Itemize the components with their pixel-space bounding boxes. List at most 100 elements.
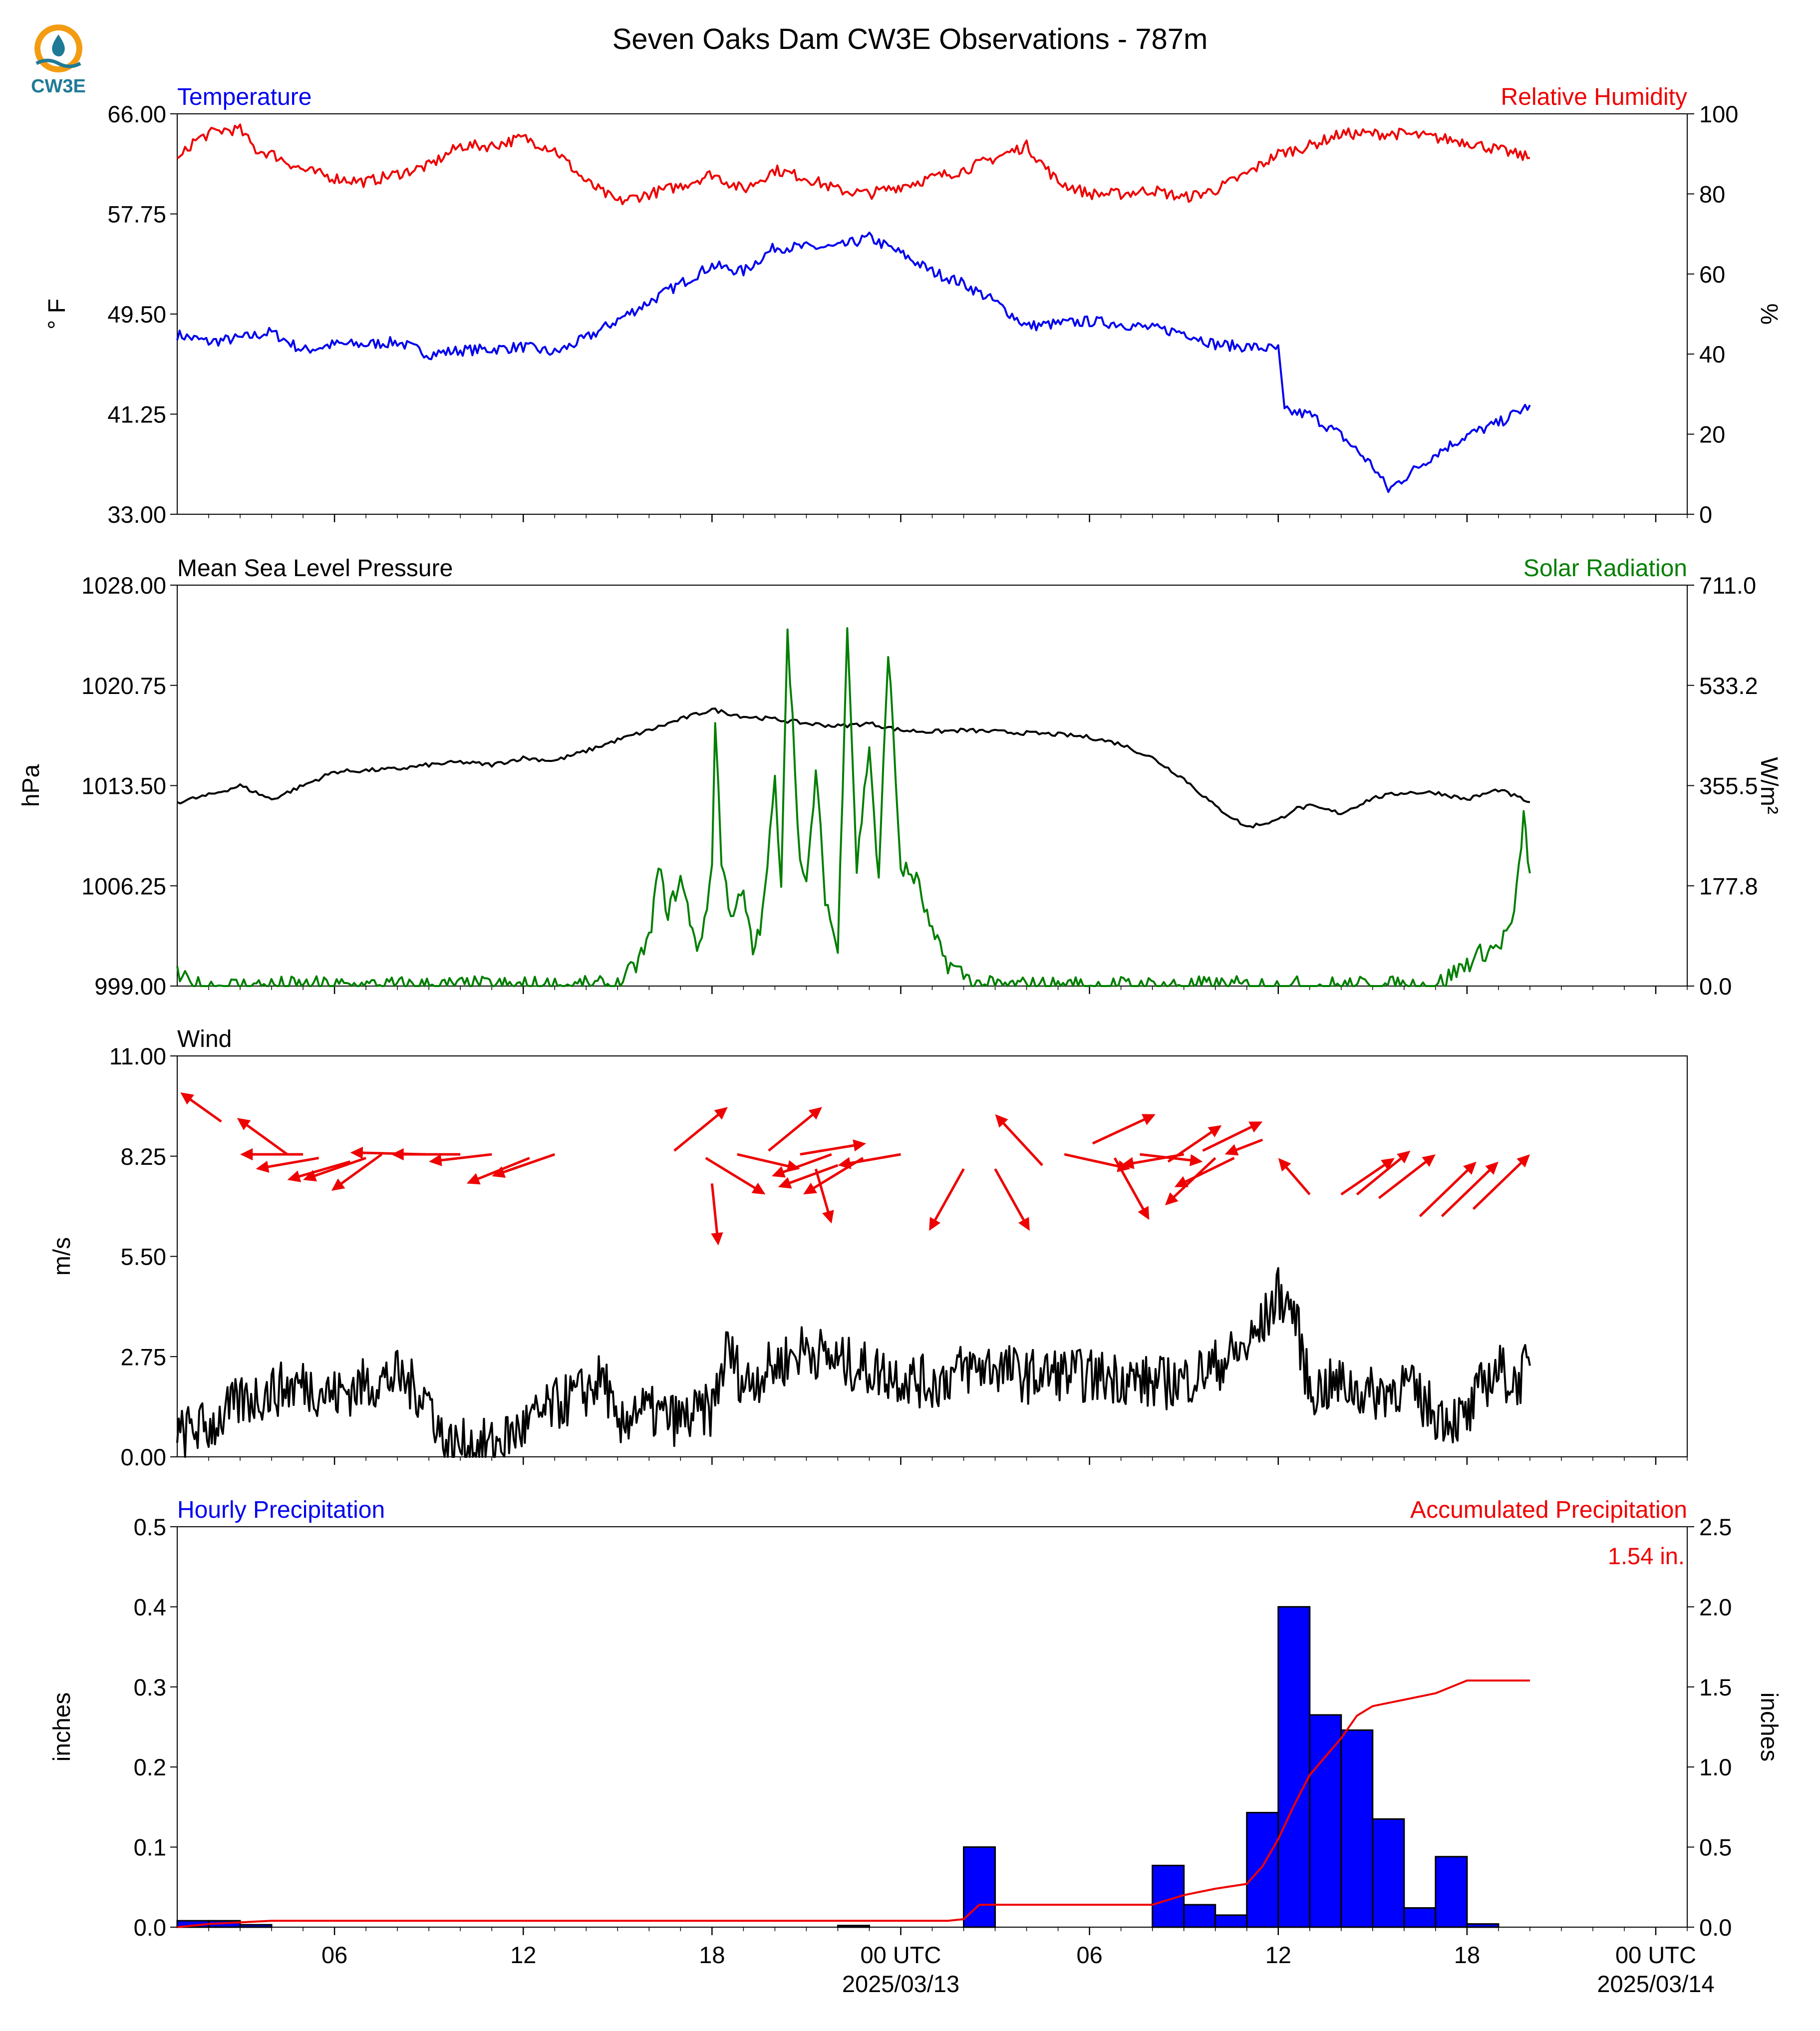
precip-bar [1435,1856,1468,1928]
wind-arrow [303,1157,366,1182]
wind-arrow-head [256,1160,270,1173]
wind-arrow [240,1148,303,1161]
y-tick-label-left: 0.3 [134,1674,166,1700]
y-tick-label-right: 177.8 [1699,873,1758,899]
wind-arrow-shaft [778,1153,832,1175]
wind-arrow-shaft [309,1157,366,1179]
wind-arrow [391,1148,461,1161]
wind-arrow-shaft [1378,1157,1431,1199]
wind-arrow [800,1139,867,1156]
y-tick-label-left: 5.50 [121,1244,166,1270]
wind-arrow-shaft [1472,1158,1526,1210]
wind-arrow [705,1157,766,1195]
wind-arrow-head [1397,1150,1411,1164]
y-tick-label-right: 2.5 [1699,1514,1732,1540]
wind-arrow-shaft [435,1153,492,1162]
panel-title-left: Mean Sea Level Pressure [177,555,453,582]
wind-arrow [429,1153,492,1166]
precip-bar [1277,1606,1311,1928]
series-line-green [176,627,1531,987]
y-tick-label-left: 41.25 [107,401,166,428]
total-precip-label: 1.54 in. [1608,1543,1685,1569]
x-date-label: 2025/03/13 [842,1971,959,1997]
wind-arrow-shaft [1441,1165,1495,1217]
y-tick-label-right: 533.2 [1699,673,1758,699]
y-tick-label-right: 355.5 [1699,773,1758,799]
wind-arrow-shaft [994,1168,1028,1226]
wind-arrow-shaft [800,1143,860,1156]
wind-arrow-head [772,1166,786,1178]
y-tick-label-left: 0.2 [134,1754,166,1780]
series-line-red [176,123,1530,206]
wind-arrow-head [237,1118,251,1130]
wind-arrow [838,1153,901,1169]
y-tick-label-left: 49.50 [107,301,166,328]
y-tick-label-right: 0.0 [1699,1914,1732,1941]
wind-arrow-head [466,1173,481,1185]
y-tick-label-left: 1028.00 [81,572,166,599]
wind-arrow-head [391,1148,404,1161]
wind-arrow-head [711,1232,723,1246]
panel-2: 999.00 1006.25 1013.50 1020.75 1028.00 0.0 177… [18,555,1782,1000]
wind-arrow [492,1153,556,1178]
wind-arrow-shaft [673,1110,723,1152]
wind-arrow [1441,1161,1499,1217]
y-tick-label-right: 711.0 [1699,572,1756,599]
wind-arrow-shaft [1202,1123,1257,1152]
wind-arrow [256,1156,319,1173]
wind-arrow-shaft [768,1110,818,1152]
precip-bar [1372,1818,1405,1928]
y-tick-label-right: 60 [1699,261,1725,288]
wind-arrow [929,1168,965,1231]
panel-1: 33.00 41.25 49.50 57.75 66.00 0 20 40 60 80 100 Tem… [44,84,1782,528]
x-tick-label: 18 [699,1942,725,1968]
wind-arrow-head [287,1170,302,1182]
wind-arrow-shaft [1419,1165,1473,1217]
wind-arrow-head [1018,1217,1030,1231]
wind-arrow [673,1107,728,1152]
y-tick-label-right: 2.0 [1699,1594,1732,1620]
wind-arrow-head [822,1210,834,1224]
wind-arrow [331,1153,383,1191]
wind-arrow-head [1190,1154,1203,1166]
wind-arrow-shaft [242,1121,289,1156]
wind-arrow [1472,1154,1530,1210]
logo-drop-icon [52,34,65,56]
wind-arrow-head [1138,1206,1150,1220]
wind-arrow [1278,1158,1311,1196]
y-tick-label-right: 1.5 [1699,1674,1732,1700]
wind-arrow-head [1174,1176,1189,1187]
panel-title-right: Accumulated Precipitation [1410,1497,1687,1523]
wind-arrow [778,1164,839,1189]
precip-bar [1309,1714,1342,1928]
logo-text: CW3E [31,76,86,97]
wind-arrow-shaft [844,1153,901,1166]
panel-3: 0.00 2.75 5.50 8.25 11.00 Wind m/s [49,1026,1688,1470]
panel-title-left: Temperature [177,84,311,110]
y-tick-label-left: 57.75 [107,201,166,228]
wind-arrow-head [803,1182,817,1195]
wind-arrow-head [714,1107,728,1120]
wind-arrow-head [929,1217,941,1231]
panel-4: 0.0 0.1 0.2 0.3 0.4 0.5 0.0 0.5 1.0 1.5 2.0 2.5 Hour… [49,1497,1782,1941]
y-tick-label-right: 0.0 [1699,973,1732,1000]
wind-arrow-head [778,1177,792,1189]
wind-arrow-head [1278,1158,1291,1172]
y-axis-label-right: inches [1756,1692,1782,1762]
cw3e-logo: CW3E [27,17,112,102]
wind-arrow [1340,1158,1395,1196]
logo-wave-icon [35,58,81,68]
y-tick-label-left: 8.25 [121,1143,166,1170]
wind-arrow-head [1121,1157,1135,1169]
wind-arrow-head [1165,1192,1179,1206]
y-tick-label-right: 80 [1699,181,1725,207]
y-tick-label-right: 0 [1699,501,1712,528]
y-tick-label-right: 0.5 [1699,1834,1732,1861]
panel-title-right: Relative Humidity [1501,84,1687,110]
wind-arrow-head [492,1166,506,1178]
y-tick-label-left: 1006.25 [81,873,166,899]
wind-arrow [1202,1121,1263,1152]
wind-arrow-head [1517,1154,1530,1168]
wind-arrow [1224,1138,1263,1156]
y-axis-label-left: hPa [18,764,44,807]
